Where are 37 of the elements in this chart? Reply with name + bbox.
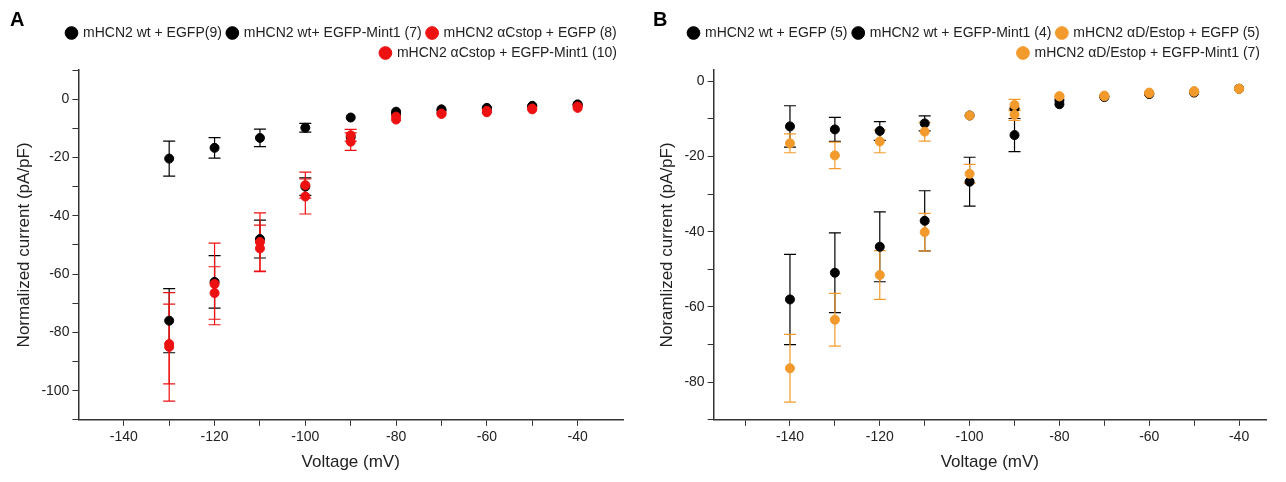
y-tick-label: -40	[49, 206, 70, 223]
legend-label: mHCN2 αD/Estop + EGFP-Mint1 (7)	[1034, 43, 1260, 60]
y-tick-label: -20	[49, 148, 70, 165]
x-tick-label: -120	[200, 428, 229, 445]
x-axis-title: Voltage (mV)	[940, 452, 1039, 472]
y-tick-label: 0	[61, 90, 70, 107]
x-tick-label: -60	[476, 428, 498, 445]
chart-title: B	[653, 8, 668, 31]
legend-label: mHCN2 αCstop + EGFP (8)	[443, 23, 617, 40]
y-tick-label: -20	[684, 147, 705, 164]
legend-label: mHCN2 αD/Estop + EGFP (5)	[1073, 23, 1260, 40]
legend-label: mHCN2 wt + EGFP (5)	[704, 23, 848, 40]
legend-label: mHCN2 wt + EGFP(9)	[82, 23, 222, 40]
y-axis-title: Noramlized current (pA/pF)	[656, 142, 676, 348]
x-tick-label: -140	[109, 428, 139, 445]
legend-label: mHCN2 wt + EGFP-Mint1 (4)	[869, 23, 1052, 40]
y-tick-label: -40	[684, 222, 705, 239]
y-tick-label: -100	[41, 381, 70, 398]
x-tick-label: -80	[385, 428, 407, 445]
y-tick-label: -80	[49, 323, 70, 340]
legend-label: mHCN2 αCstop + EGFP-Mint1 (10)	[396, 43, 617, 60]
y-tick-label: -60	[684, 297, 705, 314]
chart-title: A	[10, 8, 25, 31]
y-tick-label: -80	[684, 373, 705, 390]
x-tick-label: -140	[775, 428, 805, 445]
y-tick-label: 0	[696, 72, 705, 89]
x-tick-label: -60	[1139, 428, 1160, 445]
x-tick-label: -80	[1049, 428, 1070, 445]
x-tick-label: -40	[1228, 428, 1250, 445]
x-tick-label: -120	[865, 428, 895, 445]
x-axis-title: Voltage (mV)	[301, 452, 400, 472]
legend-label: mHCN2 wt+ EGFP-Mint1 (7)	[243, 23, 422, 40]
x-tick-label: -100	[291, 428, 320, 445]
y-tick-label: -60	[49, 264, 70, 281]
y-axis-title: Normalized current (pA/pF)	[13, 142, 33, 348]
x-tick-label: -100	[955, 428, 984, 445]
x-tick-label: -40	[567, 428, 588, 445]
